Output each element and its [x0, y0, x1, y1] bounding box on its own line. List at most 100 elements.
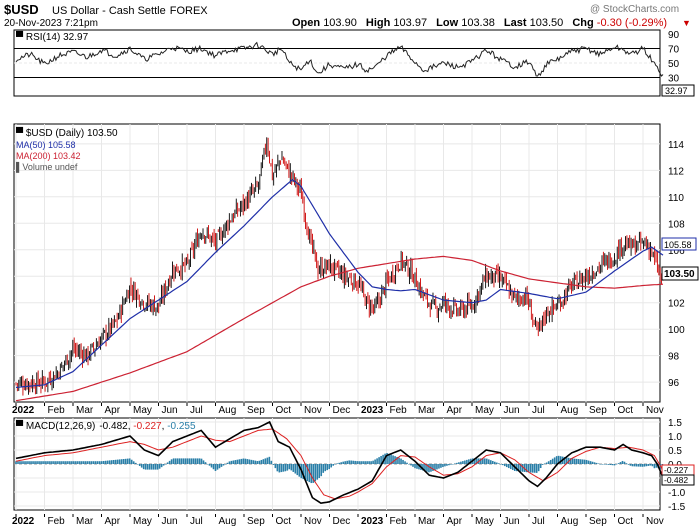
- macd-hist-bar: [114, 459, 117, 464]
- macd-hist-bar: [330, 464, 333, 468]
- price-tick-label: 102: [668, 299, 685, 310]
- high-label: High: [366, 17, 391, 29]
- rsi-tick-label: 50: [668, 59, 680, 70]
- x-axis-label: Feb: [48, 405, 66, 416]
- macd-hist-bar: [635, 464, 638, 467]
- open-value: 103.90: [323, 17, 357, 29]
- rsi-tick-label: 90: [668, 30, 680, 41]
- macd-hist-bar: [352, 460, 354, 464]
- ma50-tag-box: [661, 237, 697, 251]
- macd-hist-bar: [248, 459, 251, 464]
- macd-hist-bar: [118, 459, 121, 464]
- last-tag-text: 103.50: [664, 269, 695, 280]
- macd-hist-bar: [182, 458, 185, 464]
- x-axis-label: Nov: [646, 405, 664, 416]
- macd-hist-bar: [198, 458, 201, 464]
- rsi-grid: [14, 48, 660, 78]
- macd-hist-bar: [288, 464, 291, 470]
- macd-hist-bar: [142, 464, 145, 470]
- macd-hist-bar: [326, 464, 329, 471]
- macd-hist-bar: [490, 460, 492, 464]
- macd-hist-bar: [410, 464, 412, 466]
- macd-hist-bar: [304, 464, 307, 481]
- macd-hist-bar: [218, 464, 221, 469]
- macd-hist-bar: [482, 458, 484, 464]
- quote-date: 20-Nov-2023 7:21pm: [4, 18, 98, 29]
- macd-hist-bar: [252, 460, 255, 464]
- macd-hist-bar: [545, 462, 548, 464]
- macd-hist-bar: [404, 461, 406, 464]
- macd-hist-bar: [440, 464, 442, 468]
- x-axis-label: Jul: [190, 405, 203, 416]
- macd-hist-bar: [112, 459, 115, 464]
- macd-hist-bar: [294, 464, 297, 474]
- macd-hist-bar: [210, 464, 213, 468]
- price-tick-label: 98: [668, 352, 680, 363]
- macd-hist-bar: [126, 458, 129, 464]
- macd-hist-bar: [17, 461, 19, 464]
- macd-hist-bar: [212, 464, 215, 470]
- macd-hist-bar: [368, 461, 370, 464]
- macd-hist-bar: [174, 458, 177, 464]
- macd-hist-bar: [146, 464, 149, 470]
- rsi-tick-label: 70: [668, 45, 680, 56]
- x-axis-label: Sep: [589, 405, 607, 416]
- rsi-tag-text: 32.97: [665, 86, 688, 96]
- macd-hist-bar: [392, 455, 394, 464]
- rsi-label-text: RSI(14) 32.97: [26, 32, 89, 43]
- symbol: $USD: [4, 2, 39, 17]
- macd-hist-bar: [342, 461, 344, 464]
- macd-hist-bar: [96, 461, 99, 464]
- macd-hist-bar: [501, 464, 504, 466]
- macd-tick-label: 1.0: [668, 432, 682, 443]
- macd-hist-bar: [396, 456, 398, 464]
- macd-hist-bar: [537, 464, 540, 472]
- macd-hist-bar: [33, 461, 35, 464]
- macd-hist-bar: [254, 460, 257, 464]
- macd-hist-bar: [406, 462, 408, 464]
- macd-hist-bar: [138, 464, 141, 467]
- x-axis-label: 2022: [12, 516, 35, 527]
- macd-hist-bar: [629, 464, 632, 466]
- macd-hist-bar: [398, 457, 400, 464]
- macd-hist-bar: [306, 464, 309, 482]
- x-axis-label: Sep: [247, 516, 265, 527]
- macd-hist-bar: [374, 459, 376, 464]
- macd-hist-bar: [366, 461, 368, 464]
- chg-label: Chg: [572, 17, 593, 29]
- macd-hist-bar: [328, 464, 331, 470]
- macd-hist-bar: [45, 461, 47, 464]
- macd-hist-bar: [641, 464, 644, 467]
- macd-hist-bar: [100, 461, 103, 464]
- low-label: Low: [436, 17, 458, 29]
- macd-hist-bar: [336, 463, 338, 464]
- macd-hist-bar: [35, 461, 37, 464]
- macd-hist-bar: [77, 461, 79, 464]
- macd-hist-bar: [531, 464, 534, 473]
- macd-hist-bar: [272, 464, 275, 465]
- macd-hist-bar: [386, 453, 388, 464]
- macd-hist-bar: [242, 458, 245, 464]
- x-axis-label: Nov: [304, 405, 322, 416]
- macd-hist-bar: [164, 464, 167, 465]
- price-tick-label: 108: [668, 219, 685, 230]
- macd-hist-bar: [63, 461, 65, 464]
- legend-volume-text: Volume undef: [22, 162, 78, 172]
- macd-hist-bar: [216, 464, 219, 470]
- macd-hist-bar: [454, 463, 456, 464]
- macd-hist-bar: [258, 460, 261, 464]
- macd-hist-bar: [130, 459, 133, 464]
- macd-hist-bar: [505, 464, 508, 468]
- macd-hist-bar: [557, 455, 560, 464]
- rsi-tag-box: [661, 84, 695, 97]
- macd-hist-bar: [623, 461, 626, 464]
- macd-hist-bar: [523, 464, 526, 472]
- macd-hist-bar: [362, 461, 364, 464]
- macd-hist-bar: [85, 461, 87, 464]
- macd-hist-bar: [525, 464, 528, 473]
- macd-hist-bar: [234, 460, 237, 464]
- macd-hist-bar: [462, 461, 464, 464]
- macd-hist-bar: [346, 460, 348, 464]
- macd-hist-bar: [23, 461, 25, 464]
- quote-line: Open 103.90 High 103.97 Low 103.38 Last …: [292, 17, 667, 29]
